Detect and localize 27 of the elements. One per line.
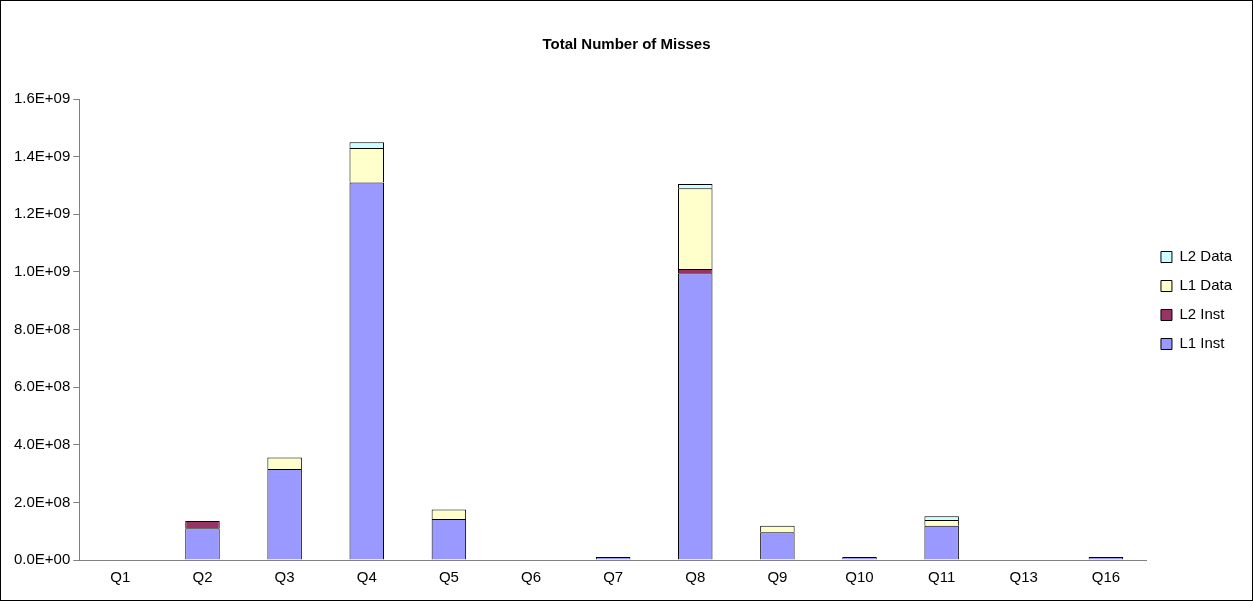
- x-tick-label: Q13: [1009, 568, 1038, 586]
- x-tick-label: Q3: [274, 568, 295, 586]
- x-tick-label: Q7: [603, 568, 624, 586]
- y-tick-label: 8.0E+08: [13, 319, 71, 337]
- y-tick-label: 2.0E+08: [13, 492, 71, 510]
- y-tick-label: 1.6E+09: [13, 89, 71, 107]
- y-tick-label: 4.0E+08: [13, 434, 71, 452]
- x-tick-label: Q9: [767, 568, 788, 586]
- y-tick-label: 0.0E+00: [13, 550, 71, 568]
- x-tick-label: Q2: [192, 568, 213, 586]
- y-tick-label: 1.0E+09: [13, 262, 71, 280]
- x-tick-label: Q8: [685, 568, 706, 586]
- legend-label: L2 Data: [1179, 247, 1233, 265]
- x-tick-label: Q6: [521, 568, 542, 586]
- x-tick-label: Q16: [1091, 568, 1121, 586]
- x-tick-label: Q1: [110, 568, 131, 586]
- legend-label: L1 Data: [1179, 276, 1233, 294]
- chart-title: Total Number of Misses: [542, 35, 711, 53]
- legend-label: L2 Inst: [1179, 305, 1226, 323]
- y-tick-label: 1.4E+09: [13, 146, 71, 164]
- y-tick-label: 1.2E+09: [13, 204, 71, 222]
- x-tick-label: Q11: [928, 568, 956, 586]
- legend-label: L1 Inst: [1179, 334, 1226, 352]
- x-tick-label: Q4: [356, 568, 377, 586]
- x-tick-label: Q5: [438, 568, 459, 586]
- x-tick-label: Q10: [845, 568, 874, 586]
- y-tick-label: 6.0E+08: [13, 377, 71, 395]
